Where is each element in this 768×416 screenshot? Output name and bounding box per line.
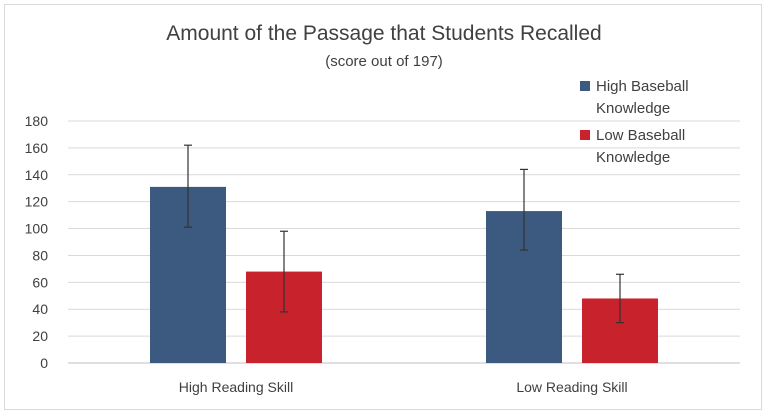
- y-tick-label: 80: [32, 247, 48, 263]
- error-bars: [184, 144, 624, 324]
- legend-item-high-baseball: High Baseball Knowledge: [580, 76, 716, 120]
- legend-item-low-baseball: Low Baseball Knowledge: [580, 125, 716, 169]
- y-tick-label: 180: [25, 113, 49, 129]
- y-tick-label: 20: [32, 328, 48, 344]
- legend-swatch-high: [580, 81, 590, 91]
- chart-title: Amount of the Passage that Students Reca…: [166, 22, 602, 45]
- y-tick-label: 60: [32, 274, 48, 290]
- chart-subtitle: (score out of 197): [325, 53, 443, 70]
- x-axis-ticks: High Reading Skill Low Reading Skill: [179, 379, 628, 395]
- y-axis-ticks: 0 20 40 60 80 100 120 140 160 180: [25, 113, 49, 371]
- y-tick-label: 40: [32, 301, 48, 317]
- legend-label-high: High Baseball Knowledge: [596, 78, 689, 117]
- legend: High Baseball Knowledge Low Baseball Kno…: [580, 76, 716, 174]
- x-tick-label: High Reading Skill: [179, 379, 293, 395]
- y-tick-label: 100: [25, 221, 49, 237]
- y-tick-label: 140: [25, 167, 49, 183]
- legend-label-low: Low Baseball Knowledge: [596, 127, 686, 166]
- y-tick-label: 0: [40, 355, 48, 371]
- y-tick-label: 120: [25, 194, 49, 210]
- legend-swatch-low: [580, 130, 590, 140]
- y-tick-label: 160: [25, 140, 49, 156]
- x-tick-label: Low Reading Skill: [516, 379, 627, 395]
